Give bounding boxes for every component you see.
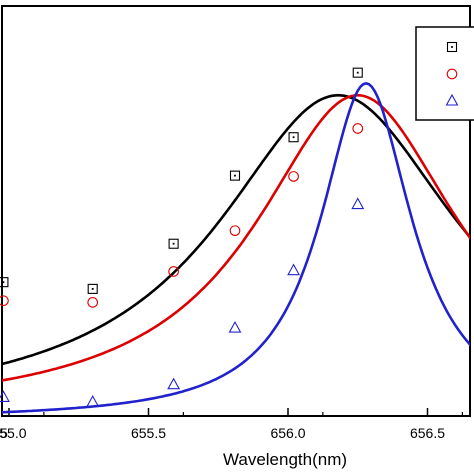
square-marker-dot (451, 46, 453, 48)
x-tick-label: 656.0 (270, 425, 305, 441)
data-point-square (168, 238, 179, 249)
legend-marker-square (446, 41, 458, 53)
square-marker-dot (356, 71, 359, 74)
data-point-circle (352, 123, 364, 134)
data-point-square (288, 132, 299, 143)
square-marker-dot (2, 281, 5, 284)
plot-frame (1, 5, 471, 417)
fit-curve-circle (2, 93, 470, 382)
data-point-triangle (287, 263, 301, 276)
square-marker (446, 41, 458, 53)
x-tick-label: 655.0 (0, 425, 27, 441)
data-point-triangle (167, 377, 181, 390)
x-tick-label: 656.5 (410, 425, 445, 441)
data-point-square (352, 67, 363, 78)
legend-box (415, 26, 474, 121)
data-point-circle (168, 266, 179, 277)
data-point-triangle (86, 394, 100, 407)
legend (415, 26, 474, 121)
data-points (0, 63, 432, 407)
square-marker-dot (172, 242, 175, 245)
x-tick-label-cropped-left: 5 (0, 425, 8, 441)
data-point-circle (0, 295, 9, 307)
square-marker-dot (234, 174, 236, 177)
fit-curve-square (2, 93, 470, 366)
data-point-triangle (351, 197, 365, 210)
data-point-circle (288, 171, 299, 182)
x-axis-title: Wavelength(nm) (223, 450, 347, 469)
square-marker (229, 170, 241, 181)
square-marker (288, 132, 299, 143)
square-marker-dot (292, 136, 295, 139)
data-point-square (87, 283, 98, 294)
square-marker (352, 67, 363, 78)
legend-marker-triangle (445, 93, 459, 106)
legend-marker-circle (446, 68, 458, 80)
data-point-circle (229, 225, 241, 237)
data-point-triangle (228, 320, 242, 333)
square-marker (87, 283, 98, 294)
data-point-square (0, 277, 9, 288)
square-marker-dot (91, 287, 94, 290)
square-marker (0, 277, 9, 288)
data-point-triangle (0, 390, 10, 402)
fit-curves (2, 82, 470, 414)
data-point-circle (87, 296, 99, 308)
x-tick-label: 655.5 (131, 425, 166, 441)
square-marker (168, 238, 179, 249)
fit-curve-triangle (2, 82, 470, 414)
data-point-square (229, 170, 241, 181)
